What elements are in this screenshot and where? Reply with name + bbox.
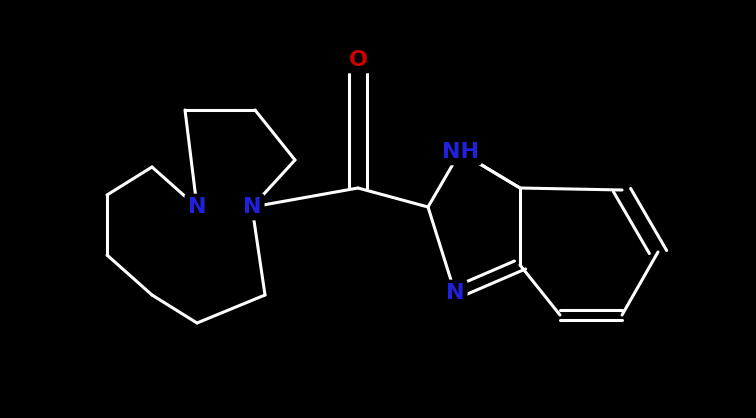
Text: NH: NH — [442, 142, 479, 162]
Text: N: N — [187, 197, 206, 217]
Text: O: O — [349, 50, 367, 70]
Text: N: N — [446, 283, 464, 303]
Text: N: N — [243, 197, 262, 217]
